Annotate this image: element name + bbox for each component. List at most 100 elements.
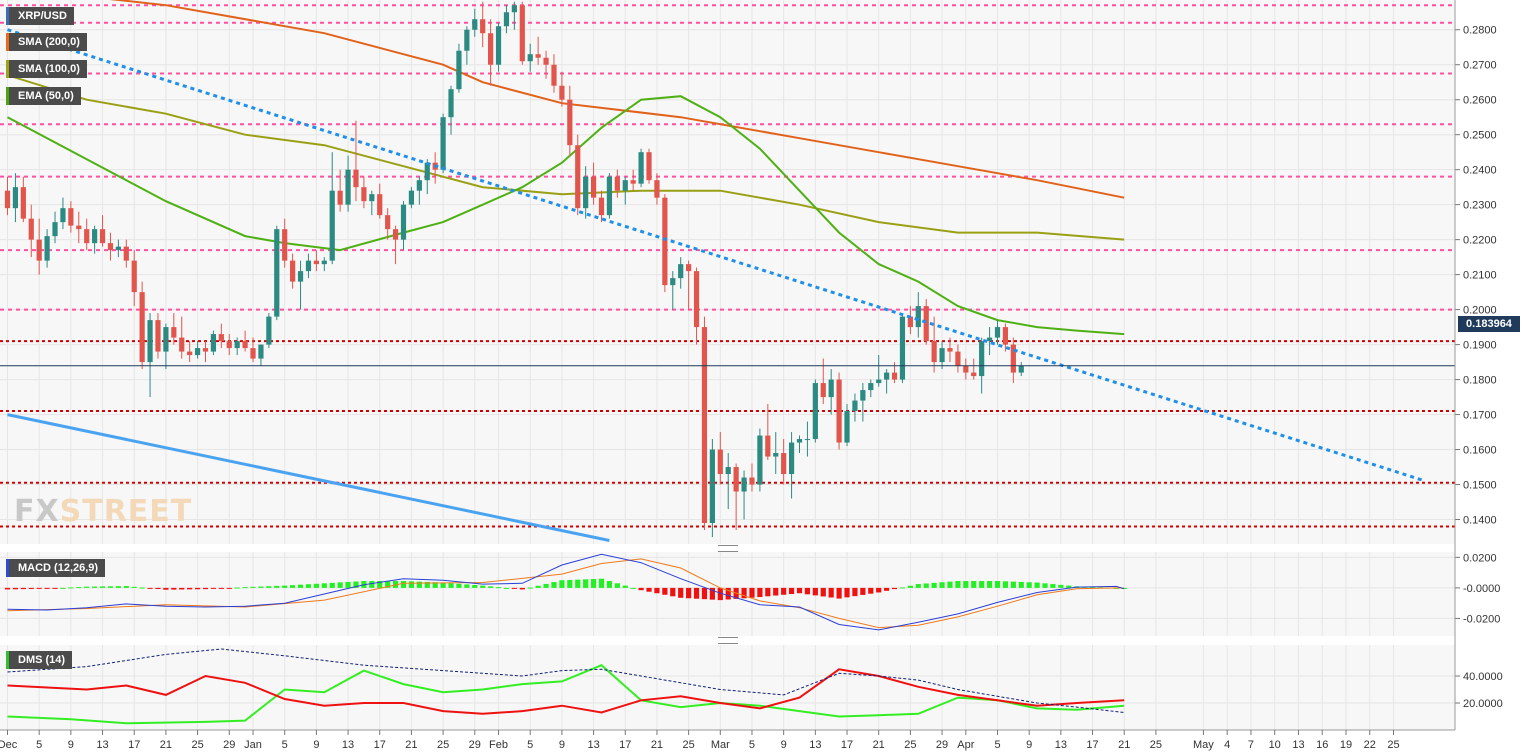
time-tick-label: 25	[437, 739, 449, 751]
candle-down	[68, 201, 74, 233]
macd-histogram-bar	[1089, 586, 1096, 588]
candle-body	[242, 341, 248, 349]
macd-histogram-bar	[495, 587, 502, 589]
time-tick-label: 29	[223, 739, 235, 751]
candle-up	[503, 5, 510, 34]
candle-body	[171, 327, 177, 338]
macd-histogram-bar	[559, 580, 565, 588]
candle-up	[876, 355, 882, 387]
candle-body	[741, 477, 747, 492]
macd-histogram-bar	[598, 578, 605, 588]
candle-down	[242, 330, 248, 352]
time-tick-label: 13	[1292, 739, 1304, 751]
candle-up	[860, 383, 866, 422]
candle-down	[179, 316, 185, 359]
sma100-line	[7, 74, 1125, 241]
macd-histogram-bar	[28, 587, 34, 589]
pane-resize-handle-dms[interactable]	[718, 637, 738, 644]
time-tick-label: 17	[619, 739, 631, 751]
candle-body	[139, 292, 145, 363]
candle-down	[107, 232, 114, 261]
macd-histogram-bar	[503, 587, 510, 589]
time-tick-label: 5	[527, 739, 533, 751]
candle-body	[923, 306, 929, 342]
macd-histogram-bar	[891, 587, 898, 590]
candle-body	[115, 246, 121, 251]
time-tick-label: 5	[749, 739, 755, 751]
candle-body	[725, 467, 731, 475]
macd-histogram-bar	[210, 587, 217, 589]
candle-body	[250, 348, 256, 359]
candle-up	[725, 453, 731, 510]
candle-body	[717, 449, 723, 475]
candle-up	[92, 225, 98, 254]
macd-histogram-bar	[583, 579, 589, 588]
macd-histogram-bar	[424, 581, 430, 588]
price-tick-label: 0.1900	[1463, 340, 1497, 352]
candle-up	[868, 379, 874, 398]
candle-up	[163, 323, 169, 370]
time-tick-label: 10	[1269, 739, 1281, 751]
candle-down	[907, 306, 913, 335]
candle-down	[686, 260, 692, 310]
candle-down	[567, 85, 573, 156]
macd-histogram-bar	[408, 581, 415, 588]
candle-body	[947, 348, 953, 352]
macd-histogram-bar	[163, 587, 169, 590]
macd-histogram-bar	[844, 587, 850, 598]
candle-down	[488, 19, 494, 86]
candle-down	[155, 313, 161, 359]
candle-down	[392, 225, 399, 265]
macd-histogram-bar	[963, 581, 969, 588]
candle-body	[361, 187, 367, 202]
macd-histogram-bar	[432, 582, 438, 588]
macd-histogram-bar	[385, 581, 391, 588]
candle-up	[804, 421, 811, 457]
candle-up	[828, 369, 834, 415]
candle-up	[788, 432, 795, 499]
time-tick-label: 9	[781, 739, 787, 751]
time-tick-label: 19	[1340, 739, 1352, 751]
time-tick-label: 13	[342, 739, 354, 751]
candle-down	[971, 358, 977, 380]
time-tick-label: 21	[160, 739, 172, 751]
candle-up	[939, 341, 945, 370]
candle-up	[606, 173, 613, 219]
candle-down	[131, 250, 137, 307]
candle-body	[939, 348, 945, 363]
dms-label: DMS (14)	[6, 651, 73, 669]
time-tick-label: 21	[651, 739, 663, 751]
candle-up	[234, 337, 240, 356]
candle-down	[749, 463, 755, 492]
macd-histogram-bar	[179, 587, 185, 590]
candle-body	[44, 236, 50, 261]
time-tick-label: 21	[405, 739, 417, 751]
macd-histogram-bar	[1010, 581, 1016, 588]
price-tick-label: 0.2100	[1463, 270, 1497, 282]
candle-body	[630, 180, 636, 184]
candle-body	[282, 229, 288, 261]
macd-signal-line	[7, 558, 1125, 629]
macd-histogram-bar	[99, 586, 106, 588]
candle-body	[860, 390, 866, 401]
macd-histogram-bar	[701, 587, 708, 600]
candle-up	[115, 239, 121, 258]
candle-body	[290, 260, 296, 282]
candle-up	[258, 344, 264, 366]
candle-body	[709, 449, 715, 524]
candle-body	[163, 327, 169, 352]
macd-histogram-bar	[979, 581, 985, 588]
candle-down	[353, 120, 359, 202]
pane-resize-handle-macd[interactable]	[718, 545, 738, 552]
macd-histogram-bar	[788, 587, 795, 594]
macd-histogram-bar	[171, 587, 177, 590]
candle-down	[836, 372, 842, 450]
macd-histogram-bar	[92, 586, 98, 588]
price-tick-label: 0.1800	[1463, 375, 1497, 387]
candle-body	[369, 194, 375, 202]
macd-histogram-bar	[662, 587, 668, 595]
macd-histogram-bar	[1002, 581, 1009, 588]
candle-up	[44, 229, 50, 268]
candle-body	[456, 50, 462, 90]
candle-body	[994, 327, 1001, 338]
